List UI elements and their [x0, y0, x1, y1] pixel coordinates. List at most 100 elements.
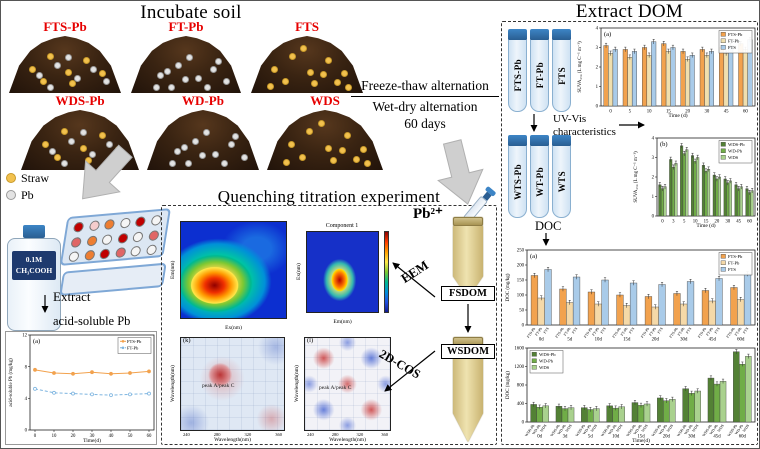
svg-text:FT-Pb: FT-Pb: [534, 327, 543, 337]
soil-pile-fts: FTS: [251, 19, 363, 93]
uv-vis-line1: UV-Vis: [553, 113, 587, 125]
svg-text:DOC (mg/kg): DOC (mg/kg): [506, 273, 511, 301]
svg-text:WDS: WDS: [615, 424, 623, 433]
tube-body: FTS-Pb: [508, 40, 527, 112]
tube-body: WTS: [552, 146, 571, 218]
tube-label: WTS-Pb: [512, 163, 523, 200]
tube-cap: [508, 29, 527, 40]
svg-text:10: 10: [647, 110, 652, 115]
eem-ylabel: Em(nm): [170, 260, 176, 280]
svg-text:WDS-Pb: WDS-Pb: [539, 352, 556, 357]
svg-text:FTS: FTS: [728, 45, 736, 50]
svg-text:20: 20: [71, 434, 76, 439]
svg-text:400: 400: [517, 402, 525, 407]
tube-cap: [530, 135, 549, 146]
svg-text:3: 3: [672, 220, 675, 225]
extract-label: Extract: [53, 289, 91, 304]
svg-text:0: 0: [34, 434, 37, 439]
svg-text:0: 0: [609, 110, 612, 115]
svg-text:30d: 30d: [680, 338, 688, 343]
svg-text:WD-Pb: WD-Pb: [582, 424, 592, 436]
svg-text:45: 45: [736, 220, 741, 225]
svg-text:WDS-Pb: WDS-Pb: [575, 424, 586, 438]
svg-text:WDS: WDS: [539, 424, 547, 433]
cos-k-plot-area: [180, 337, 285, 431]
cos-k-ylabel: Wavelength(nm): [170, 365, 176, 403]
svg-text:FT-Pb: FT-Pb: [728, 260, 740, 265]
doc-ft-chart: 0 50 100 150 200 250 DOC (mg/kg) (a) FTS-Pb FTS-P…: [503, 247, 757, 345]
svg-text:WDS-Pb: WDS-Pb: [600, 424, 611, 438]
cos-k-xlabel: Wavelength(nm): [214, 437, 251, 443]
svg-text:Time(d): Time(d): [83, 437, 101, 444]
svg-text:FT-Pb: FT-Pb: [705, 327, 714, 337]
svg-text:acid-soluble Pb (mg/kg): acid-soluble Pb (mg/kg): [9, 358, 14, 407]
svg-text:10d: 10d: [612, 435, 620, 440]
svg-text:4: 4: [25, 397, 28, 402]
soil-pile-fts-pb: FTS-Pb: [9, 19, 121, 93]
svg-text:SUVA₂₅₄ (L mg C⁻¹ m⁻¹): SUVA₂₅₄ (L mg C⁻¹ m⁻¹): [633, 151, 639, 203]
svg-text:WD-Pb: WD-Pb: [557, 424, 567, 436]
soil-legend: Straw Pb: [6, 171, 49, 205]
svg-text:FTS: FTS: [543, 327, 550, 335]
svg-text:0: 0: [522, 324, 525, 329]
tube-label: FTS-Pb: [512, 59, 523, 92]
component1-ylabel: Ex(nm): [296, 263, 302, 281]
cos-k-xticks: 240 280 320 360: [183, 432, 282, 437]
suva-ft-chart: 0 1 2 3 4 SUVA₂₅₄ (L mg C⁻¹ m⁻¹) Time (d) (a) 0 5…: [575, 25, 757, 119]
cos-k-tag: (k): [183, 337, 191, 344]
svg-text:(b): (b): [660, 141, 668, 148]
svg-text:WD-Pb: WD-Pb: [734, 424, 744, 436]
svg-text:FTS: FTS: [728, 267, 736, 272]
svg-text:20: 20: [685, 110, 690, 115]
svg-text:(a): (a): [530, 253, 537, 260]
dom-tube-fts-pb: FTS-Pb: [508, 29, 527, 112]
svg-text:800: 800: [517, 384, 525, 389]
tube-body: WT-Pb: [530, 146, 549, 218]
svg-text:WDS: WDS: [590, 424, 598, 433]
svg-text:WDS: WDS: [666, 424, 674, 433]
soil-mound: [21, 110, 139, 170]
svg-text:60d: 60d: [739, 435, 747, 440]
svg-text:15: 15: [666, 110, 671, 115]
svg-text:FT-Pb: FT-Pb: [620, 327, 629, 337]
svg-text:WDS: WDS: [742, 424, 750, 433]
svg-text:150: 150: [517, 279, 525, 284]
svg-text:DOC (mg/kg): DOC (mg/kg): [506, 371, 511, 399]
svg-text:50: 50: [128, 434, 133, 439]
svg-text:FT-Pb: FT-Pb: [127, 345, 139, 350]
legend-row-pb: Pb: [6, 188, 49, 205]
svg-text:40: 40: [109, 434, 114, 439]
svg-text:FTS: FTS: [685, 327, 692, 335]
svg-text:0d: 0d: [539, 338, 544, 343]
soil-mound: [251, 36, 363, 93]
svg-text:10d: 10d: [595, 338, 603, 343]
svg-text:FTS-Pb: FTS-Pb: [640, 327, 650, 339]
doc-label: DOC: [535, 219, 562, 233]
soil-mound: [9, 36, 121, 93]
svg-text:30: 30: [704, 110, 709, 115]
svg-text:0d: 0d: [537, 435, 542, 440]
svg-text:0: 0: [652, 215, 655, 220]
svg-text:20d: 20d: [652, 338, 660, 343]
svg-text:FT-Pb: FT-Pb: [734, 327, 743, 337]
component1-plot: Component 1 Ex(nm) Em(nm): [295, 223, 389, 325]
legend-row-straw: Straw: [6, 171, 49, 188]
soil-pile-wd-pb: WD-Pb: [147, 93, 259, 170]
component1-xlabel: Em(nm): [333, 319, 352, 325]
svg-text:15d: 15d: [623, 338, 631, 343]
quenching-title: Quenching titration experiment: [217, 187, 441, 206]
svg-text:WDS: WDS: [691, 424, 699, 433]
bottle-cap: [23, 225, 45, 238]
uv-vis-line2: characteristics: [553, 125, 616, 138]
svg-text:5: 5: [683, 220, 686, 225]
svg-text:4: 4: [596, 27, 599, 32]
acid-bottle: 0.1M CH₃COOH: [7, 225, 61, 331]
svg-text:FT-Pb: FT-Pb: [677, 327, 686, 337]
acid-pb-chart: 0 4 8 12 acid-soluble Pb (mg/kg) Time(d) (a) 0 1…: [5, 331, 157, 445]
cos-plot-k: (k) Wavelength(nm) peak A/peak C 240 280 3…: [169, 335, 287, 443]
pile-label: FTS-Pb: [43, 19, 87, 34]
eem-plot-area: [180, 221, 287, 319]
tube-cap: [552, 29, 571, 40]
bottle-chemical: CH₃COOH: [15, 265, 53, 275]
